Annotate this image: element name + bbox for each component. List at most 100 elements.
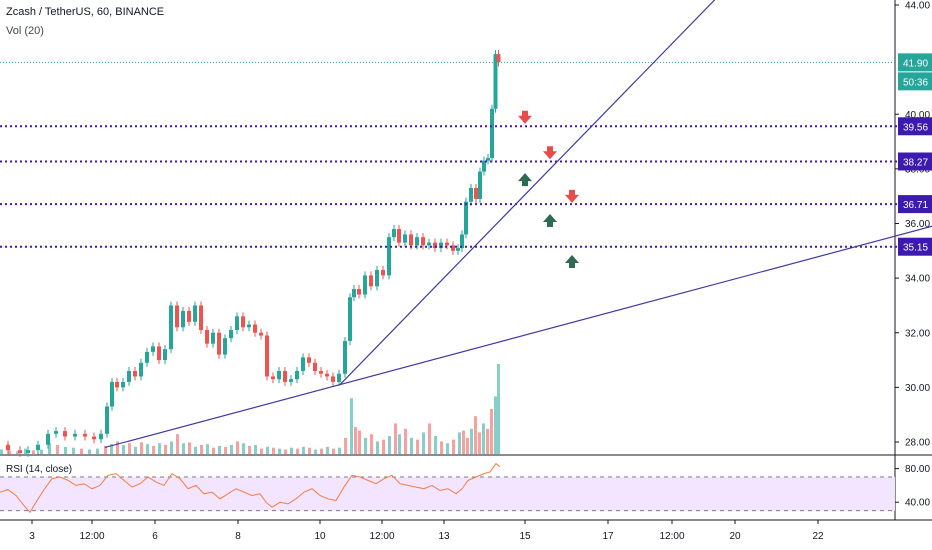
volume-bar [72,447,75,454]
candle-body [415,237,419,246]
volume-bar [350,398,353,454]
volume-bar [152,445,155,454]
candle-body [259,332,263,336]
volume-bar [344,437,347,454]
price-tick-label: 36.00 [905,219,930,230]
volume-bar [24,448,27,454]
candle-body [369,275,373,287]
arrow-down-marker [518,110,532,124]
candle-body [115,381,119,388]
volume-bar [404,428,407,454]
candle-body [397,228,401,243]
candle-body [352,289,356,298]
level-badge [898,152,932,171]
level-badge [898,195,932,214]
price-tick-label: 32.00 [905,328,930,339]
candle-body [199,305,203,331]
candle-body [319,370,323,374]
candle-body [343,340,347,374]
time-tick-label: 15 [519,531,531,542]
candle-body [63,431,67,437]
time-tick-label: 10 [314,531,326,542]
candle-body [241,316,245,328]
candle-body [133,370,137,377]
candle-body [139,362,143,377]
candle-body [205,330,209,344]
price-tick-label: 30.00 [905,383,930,394]
volume-bar [486,428,489,454]
candle-body [193,305,197,322]
volume-legend: Vol (20) [6,25,44,37]
candle-body [253,324,257,333]
volume-bar [302,446,305,454]
candle-body [337,373,341,382]
volume-bar [462,430,465,454]
volume-bar [230,445,233,454]
candle-body [307,357,311,363]
volume-bar [398,434,401,454]
candle-body [18,450,22,453]
candle-body [217,332,221,355]
volume-bar [242,443,245,454]
volume-bar [296,448,299,454]
volume-bar [260,448,263,454]
candle-body [121,381,125,388]
price-tick-label: 44.00 [905,1,930,12]
time-tick-label: 13 [438,531,450,542]
volume-bar [314,449,317,454]
volume-bar [146,444,149,454]
time-tick-label: 12:00 [369,531,394,542]
candle-body [265,335,269,377]
volume-bar [326,446,329,454]
trend-line [104,225,932,449]
volume-bar [338,447,341,454]
volume-bar [364,437,367,454]
candle-body [169,305,173,350]
candle-body [211,332,215,344]
candle-body [363,275,367,295]
volume-bar [176,434,179,454]
candle-body [439,242,443,249]
rsi-tick-label: 40.00 [905,498,930,509]
volume-bar [308,447,311,454]
candle-body [392,228,396,238]
volume-bar [188,442,191,454]
chart-title: Zcash / TetherUS, 60, BINANCE [6,6,165,18]
volume-bar [0,449,3,454]
candle-body [187,310,191,322]
volume-bar [382,439,385,454]
volume-bar [182,443,185,454]
volume-bar [48,443,51,454]
trend-line [339,0,716,386]
candle-body [357,289,361,295]
candle-body [295,370,299,380]
volume-bar [134,446,137,454]
volume-bar [254,445,257,454]
volume-bar [116,441,119,454]
candle-body [105,406,109,434]
rsi-line [0,462,501,514]
rsi-tick-label: 80.00 [905,464,930,475]
volume-bar [212,447,215,454]
level-badge [898,117,932,136]
candle-body [478,171,482,199]
volume-bar [440,441,443,454]
level-label: 36.71 [903,200,928,211]
candle-body [409,234,413,246]
candle-body [110,381,114,407]
volume-bar [140,442,143,454]
candle-body [325,373,329,377]
candle-body [482,160,486,172]
candle-body [151,346,155,352]
volume-bar [332,448,335,454]
candle-body [403,234,407,243]
volume-bar [494,396,497,454]
countdown-label: 50:36 [903,77,928,88]
last-price-badge [898,53,932,72]
volume-bar [236,441,239,454]
volume-bar [376,441,379,454]
arrow-up-marker [565,255,579,269]
candle-body [493,54,498,109]
volume-bar [272,447,275,454]
